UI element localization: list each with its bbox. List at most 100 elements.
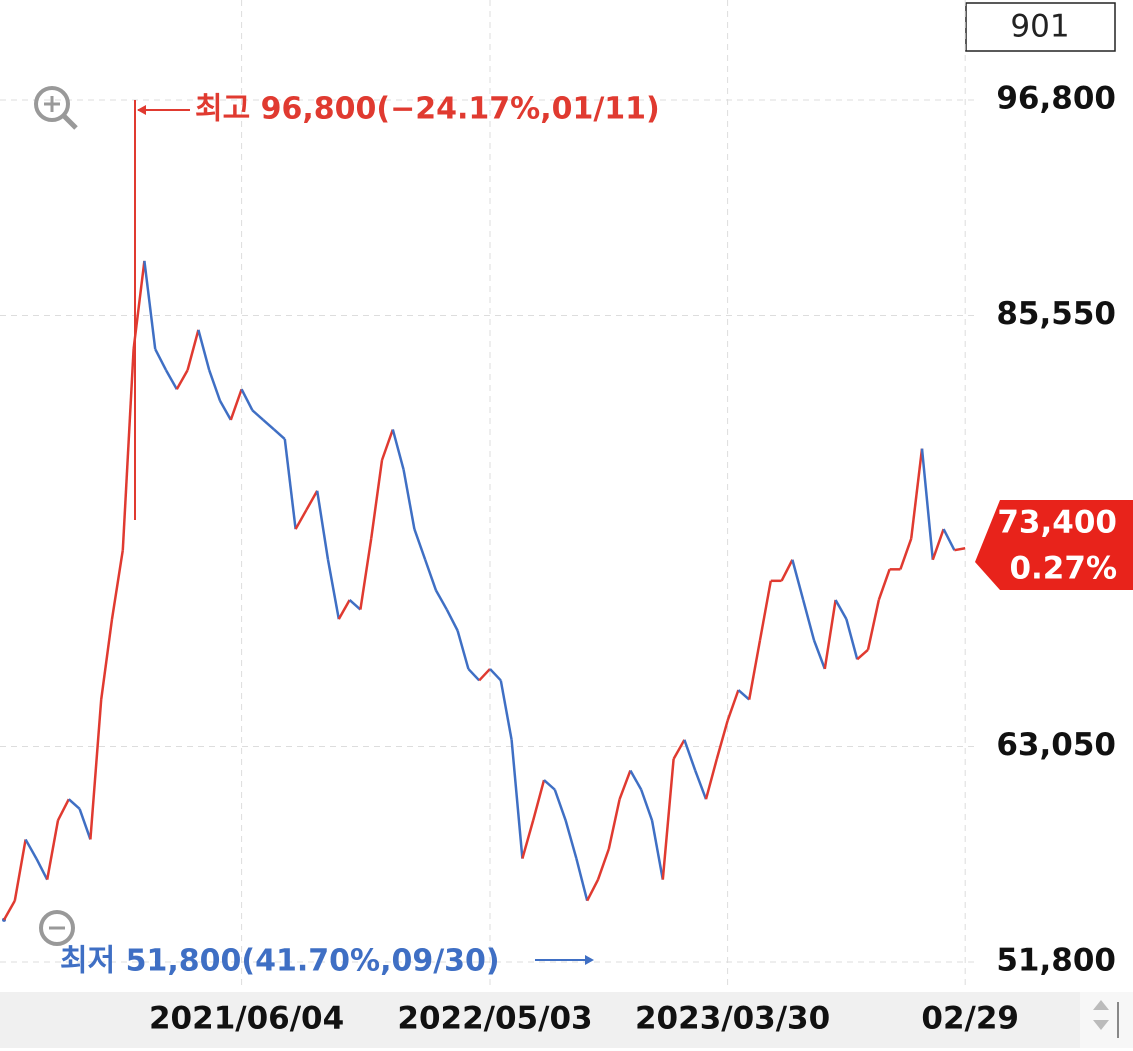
y-tick-label: 51,800 — [996, 943, 1116, 979]
price-segment — [283, 438, 297, 530]
x-tick-label: 2021/06/04 — [149, 1001, 344, 1037]
price-segment — [273, 428, 286, 440]
price-segment — [2, 900, 16, 921]
price-segment — [715, 720, 729, 760]
x-tick-label: 2023/03/30 — [635, 1001, 830, 1037]
x-tick-label: 02/29 — [921, 1001, 1019, 1037]
y-tick-label: 85,550 — [996, 296, 1116, 332]
price-segment — [737, 689, 751, 701]
price-segment — [143, 260, 157, 350]
price-segment — [56, 798, 70, 821]
price-segment — [909, 448, 924, 539]
price-segment — [294, 509, 308, 530]
y-tick-label: 96,800 — [996, 80, 1116, 116]
price-segment — [726, 689, 740, 722]
price-segment — [618, 770, 632, 800]
high-annotation: 최고 96,800(−24.17%,01/11) — [195, 92, 660, 127]
price-segment — [791, 559, 805, 601]
price-segment — [326, 559, 341, 620]
price-segment — [305, 490, 319, 511]
zoom-in[interactable] — [34, 86, 78, 130]
price-segment — [704, 758, 719, 800]
price-segment — [629, 769, 643, 791]
price-segment — [99, 618, 114, 700]
price-segment — [467, 668, 481, 682]
counter: 901 — [1010, 9, 1069, 45]
price-segment — [121, 348, 135, 551]
price-segment — [315, 490, 330, 560]
price-segment — [348, 599, 362, 611]
price-segment — [672, 739, 686, 760]
price-segment — [489, 668, 502, 682]
price-segment — [154, 348, 168, 371]
low-arrowhead — [585, 955, 594, 965]
price-segment — [240, 388, 254, 411]
price-segment — [575, 858, 589, 902]
price-segment — [942, 528, 956, 551]
price-segment — [208, 369, 222, 402]
price-segment — [78, 808, 92, 840]
price-segment — [694, 770, 708, 800]
price-segment — [218, 400, 232, 421]
price-segment — [262, 418, 275, 431]
price-segment — [186, 329, 200, 371]
price-segment — [337, 599, 351, 620]
y-tick-label: 63,050 — [996, 727, 1116, 763]
x-tick-label: 2022/05/03 — [397, 1001, 592, 1037]
price-segment — [856, 648, 869, 661]
zoom-out[interactable] — [39, 910, 75, 946]
price-segment — [564, 819, 578, 859]
price-segment — [607, 798, 621, 850]
counter-box — [965, 2, 1116, 52]
price-segment — [89, 699, 103, 840]
price-segment — [110, 549, 125, 620]
price-segment — [499, 680, 513, 741]
price-segment — [175, 369, 189, 390]
last-price: 73,400 — [997, 505, 1117, 541]
price-segment — [661, 758, 675, 880]
price-segment — [801, 599, 816, 641]
price-segment — [586, 879, 600, 902]
price-segment — [380, 429, 394, 461]
price-segment — [35, 858, 49, 881]
price-segment — [899, 538, 913, 570]
price-segment — [229, 388, 243, 421]
price-segment — [834, 599, 848, 620]
price-segment — [478, 668, 491, 682]
price-segment — [823, 599, 837, 670]
price-segment — [747, 639, 762, 700]
price-segment — [402, 469, 416, 530]
price-segment — [920, 448, 935, 560]
x-axis-band — [0, 992, 1080, 1048]
price-segment — [531, 779, 546, 821]
price-segment — [510, 739, 524, 859]
price-segment — [543, 779, 556, 791]
price-segment — [424, 559, 438, 591]
price-segment — [445, 608, 459, 632]
last-change: 0.27% — [1009, 551, 1117, 587]
price-segment — [434, 589, 448, 611]
price-segment — [845, 618, 859, 660]
price-tag — [975, 500, 1133, 590]
price-segment — [650, 820, 665, 880]
price-segment — [931, 528, 945, 561]
price-segment — [67, 798, 81, 810]
plot-area — [0, 0, 975, 990]
price-segment — [780, 559, 794, 582]
price-segment — [164, 369, 178, 390]
price-segment — [45, 820, 60, 880]
price-segment — [391, 429, 405, 471]
price-segment — [413, 528, 427, 561]
price-segment — [683, 739, 697, 771]
price-segment — [251, 409, 265, 421]
scroll-arrows[interactable] — [1093, 1000, 1109, 1030]
price-segment — [954, 547, 966, 552]
price-segment — [866, 599, 881, 651]
price-segment — [24, 838, 38, 860]
price-segment — [812, 639, 826, 670]
low-annotation: 최저 51,800(41.70%,09/30) — [60, 944, 500, 979]
price-segment — [521, 819, 535, 859]
price-segment — [640, 789, 654, 821]
price-segment — [197, 329, 211, 371]
